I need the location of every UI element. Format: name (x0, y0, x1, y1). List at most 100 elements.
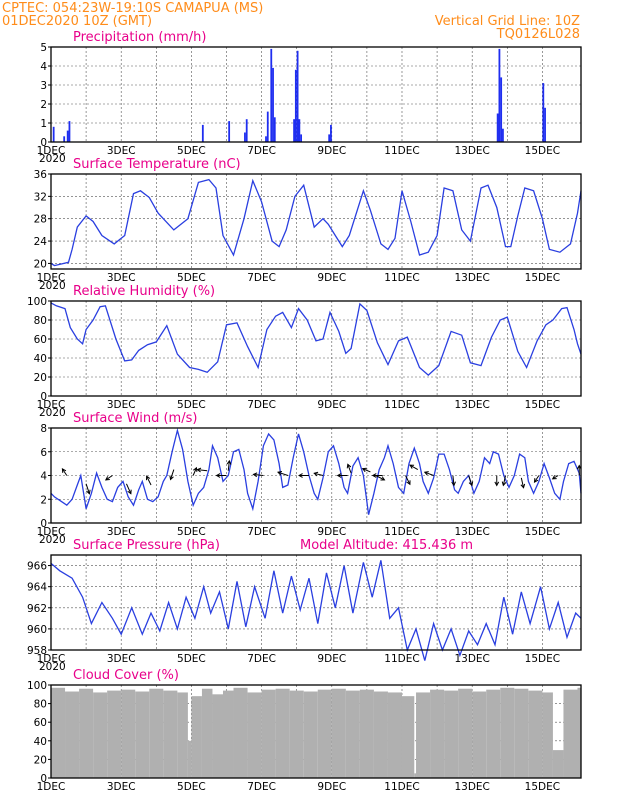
x-tick-label: 15DEC (525, 399, 560, 411)
panel-title: Precipitation (mm/h) (73, 30, 206, 45)
precip-bar (294, 69, 297, 142)
x-tick-label: 1DEC (37, 399, 66, 411)
wind-vector-head (127, 489, 132, 495)
x-tick-label: 5DEC (177, 145, 206, 157)
wind-vector-head (501, 481, 507, 487)
y-tick-label: 966 (27, 561, 47, 573)
wind-vector-head (215, 473, 221, 478)
altitude-annotation: Model Altitude: 415.436 m (300, 538, 473, 553)
wind-vector (314, 472, 324, 476)
x-tick-label: 15DEC (525, 526, 560, 538)
precip-bar (272, 67, 274, 142)
x-tick-label: 7DEC (247, 526, 276, 538)
panel-frame (50, 554, 582, 651)
x-tick-label: 11DEC (384, 781, 419, 793)
y-tick-label: 960 (27, 624, 47, 636)
x-year-remnant: 2020 (39, 534, 66, 546)
wind-vector-head (252, 472, 258, 478)
y-tick-label: 8 (40, 423, 47, 435)
wind-vector-head (313, 471, 319, 477)
header-gridline-note: Vertical Grid Line: 10Z (435, 14, 580, 29)
precip-bar (498, 48, 501, 142)
panel-title: Relative Humidity (%) (73, 284, 215, 299)
wind-vector-head (169, 475, 174, 481)
precip-bar (266, 111, 269, 142)
x-tick-label: 7DEC (247, 781, 276, 793)
y-tick-label: 0 (40, 518, 47, 530)
y-tick-label: 80 (34, 699, 47, 711)
x-tick-label: 13DEC (454, 526, 489, 538)
cloud-cover-bar (233, 687, 248, 778)
cloud-cover-bar (430, 689, 445, 778)
wind-vector-head (361, 467, 367, 473)
wind-vector-head (551, 475, 557, 480)
cloud-cover-bar (542, 692, 553, 778)
wind-vector (452, 475, 455, 486)
cloud-cover-bar (51, 687, 66, 778)
panel-frame (50, 46, 582, 143)
x-tick-label: 11DEC (384, 272, 419, 284)
x-tick-label: 13DEC (454, 781, 489, 793)
y-tick-label: 36 (34, 169, 48, 181)
x-tick-label: 1DEC (37, 653, 66, 665)
cloud-cover-bar (212, 694, 223, 778)
header-location: CPTEC: 054:23W-19:10S CAMAPUA (MS) (2, 1, 263, 16)
panel-precipitation: Precipitation (mm/h) 0 1 2 3 4 5 1DEC 3DEC 5DEC 7D… (37, 30, 582, 165)
cloud-cover-bar (486, 689, 501, 778)
x-tick-label: 5DEC (177, 526, 206, 538)
precip-bar (228, 121, 231, 142)
y-tick-label: 964 (27, 582, 47, 594)
x-tick-label: 1DEC (37, 272, 66, 284)
x-tick-label: 11DEC (384, 653, 419, 665)
wind-vector (362, 468, 371, 473)
wind-vector-head (104, 476, 110, 481)
cloud-cover-bar (177, 692, 188, 778)
cloud-cover-bar (387, 692, 402, 778)
cloud-cover-bar (416, 692, 431, 778)
series-line (50, 560, 582, 661)
cloud-cover-bar (458, 688, 473, 778)
wind-vector (126, 483, 132, 494)
cloud-cover-bar (275, 688, 290, 778)
x-tick-label: 9DEC (317, 145, 346, 157)
y-tick-label: 40 (34, 353, 47, 365)
cloud-cover-bar (93, 692, 108, 778)
x-tick-label: 13DEC (454, 653, 489, 665)
x-tick-label: 15DEC (525, 145, 560, 157)
x-year-remnant: 2020 (39, 153, 66, 165)
wind-vector (424, 471, 434, 476)
x-tick-label: 13DEC (454, 145, 489, 157)
cloud-cover-bar (303, 691, 318, 778)
wind-vector-head (380, 476, 386, 481)
wind-vector (192, 467, 197, 476)
x-tick-label: 7DEC (247, 145, 276, 157)
precip-bar (496, 113, 499, 142)
wind-vector-head (196, 467, 202, 473)
x-tick-label: 9DEC (317, 781, 346, 793)
panel-frame (50, 173, 582, 270)
precip-bar (66, 130, 69, 142)
y-tick-label: 0 (40, 137, 47, 149)
wind-vector (468, 475, 473, 486)
wind-vector-head (298, 473, 303, 478)
x-tick-label: 5DEC (177, 781, 206, 793)
cloud-cover-bar (261, 689, 276, 778)
precip-bar (52, 126, 55, 142)
x-year-remnant: 2020 (39, 661, 66, 673)
precip-bar (328, 134, 331, 142)
cloud-cover-bar (201, 688, 213, 778)
y-tick-label: 0 (40, 391, 47, 403)
y-tick-label: 20 (34, 754, 47, 766)
x-tick-label: 11DEC (384, 526, 419, 538)
x-tick-label: 11DEC (384, 399, 419, 411)
precip-bar (298, 119, 301, 142)
x-tick-label: 9DEC (317, 526, 346, 538)
x-tick-label: 5DEC (177, 399, 206, 411)
y-tick-label: 4 (40, 471, 47, 483)
x-tick-label: 9DEC (317, 399, 346, 411)
panel-pressure: Surface Pressure (hPa) Model Altitude: 41… (27, 538, 582, 673)
x-tick-label: 7DEC (247, 653, 276, 665)
cloud-cover-bar (317, 689, 332, 778)
precip-bar (245, 119, 248, 142)
